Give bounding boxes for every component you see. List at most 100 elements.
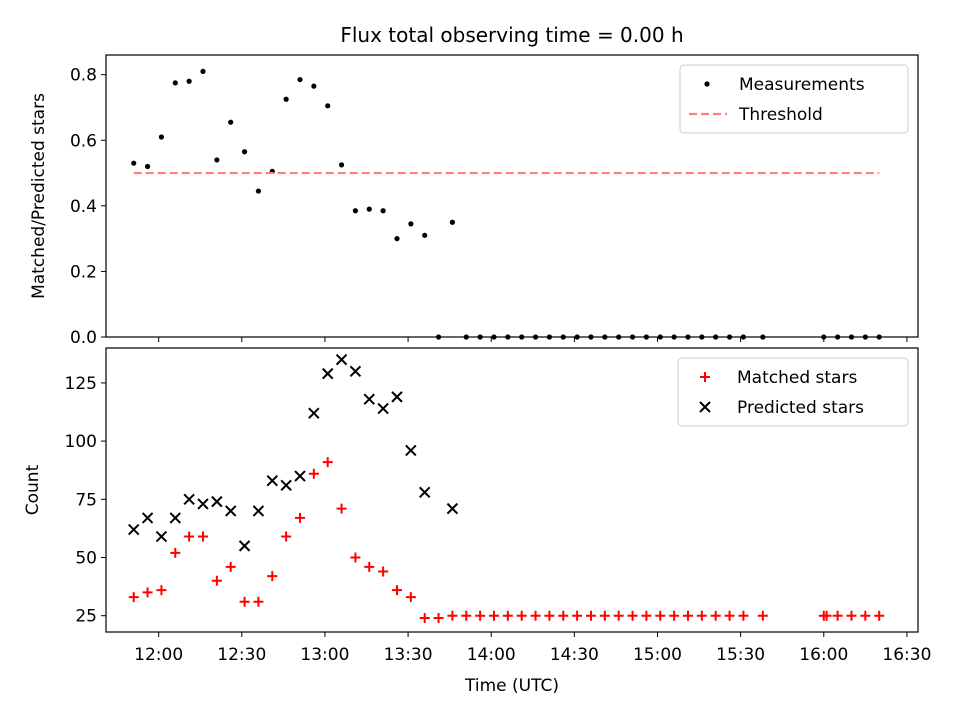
y-axis-label: Count: [23, 464, 43, 515]
measurements-point: [381, 208, 386, 213]
matched-stars-point: [641, 611, 651, 621]
matched-stars-point: [600, 611, 610, 621]
predicted-stars-point: [350, 366, 360, 376]
predicted-stars-point: [212, 497, 222, 507]
legend: Measurements Threshold: [680, 65, 908, 133]
legend-label: Matched stars: [737, 368, 857, 388]
predicted-stars-point: [226, 506, 236, 516]
matched-stars-point: [323, 457, 333, 467]
matched-stars-point: [434, 613, 444, 623]
matched-stars-point: [309, 469, 319, 479]
matched-stars-point: [503, 611, 513, 621]
matched-stars-point: [572, 611, 582, 621]
measurements-point: [325, 103, 330, 108]
predicted-stars-point: [337, 355, 347, 365]
predicted-stars-point: [156, 532, 166, 542]
predicted-stars-point: [392, 392, 402, 402]
matched-stars-point: [267, 571, 277, 581]
predicted-stars-point: [198, 499, 208, 509]
measurements-point: [450, 220, 455, 225]
matched-stars-point: [143, 587, 153, 597]
measurements-point: [242, 149, 247, 154]
matched-stars-point: [198, 532, 208, 542]
x-tick-label: 16:30: [882, 645, 931, 665]
matched-stars-point: [170, 548, 180, 558]
y-tick-label: 0.8: [70, 66, 97, 86]
matched-stars-point: [758, 611, 768, 621]
x-tick-label: 15:00: [633, 645, 682, 665]
measurements-point: [394, 236, 399, 241]
matched-stars-point: [683, 611, 693, 621]
matched-stars-point: [697, 611, 707, 621]
matched-stars-point: [240, 597, 250, 607]
x-tick-label: 14:30: [550, 645, 599, 665]
x-axis-label: Time (UTC): [464, 676, 559, 696]
matched-stars-point: [628, 611, 638, 621]
matched-stars-point: [420, 613, 430, 623]
predicted-stars-point: [420, 487, 430, 497]
y-tick-label: 0.6: [70, 131, 97, 151]
predicted-stars-point: [240, 541, 250, 551]
x-tick-label: 12:30: [217, 645, 266, 665]
y-tick-label: 75: [75, 490, 97, 510]
legend-label: Measurements: [739, 75, 865, 95]
matched-stars-point: [614, 611, 624, 621]
top-chart: 0.0 0.2 0.4 0.6 0.8 Matched/Predicted stars Fl…: [29, 23, 918, 348]
legend: Matched stars Predicted stars: [678, 358, 908, 426]
matched-stars-point: [156, 585, 166, 595]
measurements-point: [228, 120, 233, 125]
predicted-stars-point: [143, 513, 153, 523]
measurements-point: [200, 69, 205, 74]
measurements-point: [173, 80, 178, 85]
matched-stars-point: [295, 513, 305, 523]
matched-stars-point: [531, 611, 541, 621]
measurements-point: [159, 134, 164, 139]
measurements-point: [256, 188, 261, 193]
y-tick-label: 50: [75, 549, 97, 569]
chart-title: Flux total observing time = 0.00 h: [340, 23, 683, 47]
predicted-stars-point: [129, 525, 139, 535]
x-tick-label: 12:00: [134, 645, 183, 665]
y-axis-label: Matched/Predicted stars: [29, 93, 49, 299]
measurements-point: [297, 77, 302, 82]
matched-stars-point: [517, 611, 527, 621]
y-tick-label: 0.0: [70, 328, 97, 348]
measurements-point: [145, 164, 150, 169]
bottom-chart: 25 50 75 100 125 12:00 12:30 13:00 13:30 14:00 14:…: [23, 348, 931, 696]
y-tick-label: 0.2: [70, 262, 97, 282]
matched-stars-point: [461, 611, 471, 621]
matched-stars-point: [725, 611, 735, 621]
legend-label: Predicted stars: [737, 398, 864, 418]
predicted-stars-point: [447, 504, 457, 514]
measurements-point: [353, 208, 358, 213]
matched-stars-point: [350, 553, 360, 563]
matched-stars-point: [378, 566, 388, 576]
predicted-stars-point: [281, 480, 291, 490]
y-tick-label: 100: [65, 432, 97, 452]
matched-stars-point: [253, 597, 263, 607]
predicted-stars-point: [253, 506, 263, 516]
matched-stars-point: [874, 611, 884, 621]
y-tick-label: 0.4: [70, 197, 97, 217]
measurements-point: [214, 157, 219, 162]
matched-stars-point: [586, 611, 596, 621]
matched-stars-point: [738, 611, 748, 621]
matched-stars-point: [226, 562, 236, 572]
matched-stars-point: [184, 532, 194, 542]
predicted-stars-point: [170, 513, 180, 523]
figure: 0.0 0.2 0.4 0.6 0.8 Matched/Predicted stars Fl…: [0, 0, 960, 720]
x-tick-label: 13:30: [384, 645, 433, 665]
predicted-stars-point: [309, 408, 319, 418]
matched-stars-point: [669, 611, 679, 621]
measurements-legend-swatch: [704, 81, 709, 86]
matched-stars-point: [337, 504, 347, 514]
measurements-point: [339, 162, 344, 167]
predicted-stars-point: [378, 404, 388, 414]
matched-stars-point: [655, 611, 665, 621]
measurements-point: [187, 79, 192, 84]
matched-stars-point: [364, 562, 374, 572]
matched-stars-point: [833, 611, 843, 621]
predicted-stars-point: [323, 369, 333, 379]
matched-stars-point: [281, 532, 291, 542]
predicted-stars-point: [364, 394, 374, 404]
